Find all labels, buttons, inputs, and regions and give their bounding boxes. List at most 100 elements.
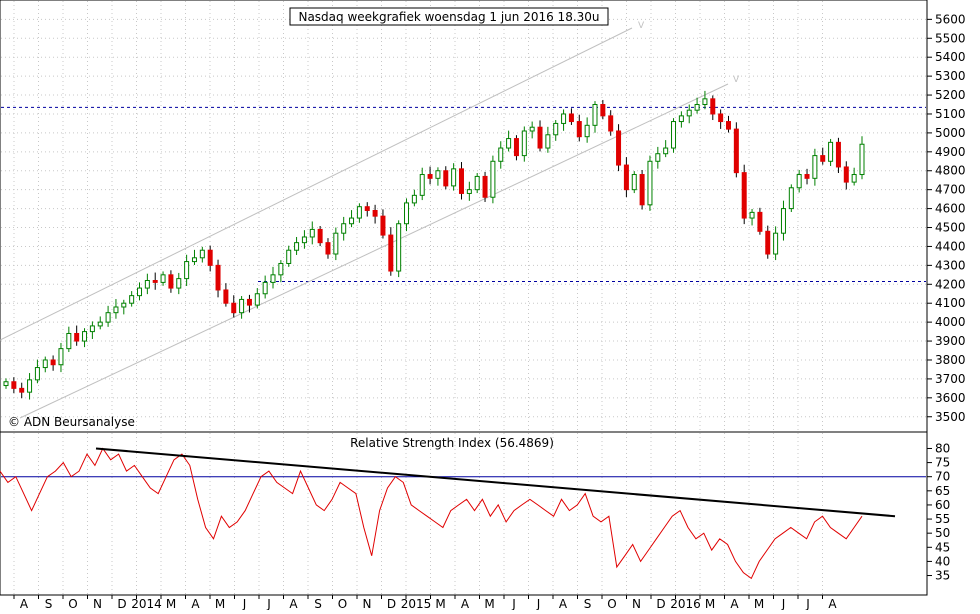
candle-body-up <box>584 124 590 138</box>
candle-body-down <box>458 168 464 194</box>
price-panel-frame <box>0 0 928 433</box>
candle-body-up <box>121 302 127 308</box>
candle-body-up <box>561 113 567 124</box>
rsi-title: Relative Strength Index (56.4869) <box>350 436 554 450</box>
candle-body-up <box>859 143 865 176</box>
candle-body-down <box>765 230 771 255</box>
rsi-y-tick-label: 40 <box>935 554 950 568</box>
x-tick-label: M <box>484 597 494 610</box>
rsi-y-tick-label: 65 <box>935 484 950 498</box>
watermark: © ADN Beursanalyse <box>8 415 135 429</box>
candle-body-down <box>623 164 629 191</box>
candle-body-down <box>152 280 158 283</box>
candle-body-up <box>239 298 245 314</box>
x-tick-label: J <box>242 597 247 610</box>
price-y-tick-label: 5400 <box>935 50 966 64</box>
candle-body-up <box>3 381 9 387</box>
candle-body-up <box>702 98 708 106</box>
price-y-tick-label: 3900 <box>935 334 966 348</box>
candle-body-down <box>74 332 80 342</box>
price-y-tick-label: 5100 <box>935 107 966 121</box>
candle-body-up <box>419 174 425 196</box>
rsi-y-tick-label: 80 <box>935 441 950 455</box>
candle-body-up <box>89 325 95 333</box>
x-tick-label: S <box>584 597 592 610</box>
candle-body-up <box>545 134 551 149</box>
candle-body-up <box>66 332 72 350</box>
candle-body-up <box>780 208 786 234</box>
channel-label-lower: V <box>733 75 740 85</box>
candle-body-down <box>741 172 747 219</box>
x-tick-label: N <box>363 597 372 610</box>
candle-body-up <box>278 262 284 276</box>
rsi-y-tick-label: 45 <box>935 540 950 554</box>
price-y-tick-label: 4200 <box>935 277 966 291</box>
candle-body-up <box>655 153 661 162</box>
price-y-tick-label: 5200 <box>935 88 966 102</box>
candle-body-up <box>749 211 755 219</box>
candle-body-down <box>710 98 716 115</box>
x-tick-label: 2015 <box>401 597 432 610</box>
x-tick-label: A <box>559 597 568 610</box>
candle-body-down <box>215 264 221 291</box>
candle-body-down <box>616 130 622 166</box>
x-tick-label: 2016 <box>670 597 701 610</box>
rsi-y-tick-label: 35 <box>935 569 950 583</box>
channel-upper-line <box>0 27 633 341</box>
candle-body-up <box>82 331 88 342</box>
x-tick-label: D <box>117 597 126 610</box>
candle-body-down <box>608 115 614 132</box>
candle-layer <box>3 90 865 400</box>
x-tick-label: A <box>289 597 298 610</box>
candle-body-up <box>796 174 802 189</box>
candle-body-up <box>34 367 40 381</box>
x-tick-label: O <box>607 597 616 610</box>
rsi-y-tick-label: 60 <box>935 498 950 512</box>
channel-lower-line <box>19 83 729 419</box>
candle-body-up <box>160 274 166 283</box>
candle-body-up <box>42 359 48 369</box>
candle-body-up <box>97 321 103 327</box>
candle-body-up <box>686 109 692 117</box>
y-axis-layer: 3500 3600 3700 3800 3900 4000 4100 4200 4300 4400… <box>927 12 966 583</box>
price-y-tick-label: 3600 <box>935 391 966 405</box>
candle-body-down <box>19 387 25 393</box>
candle-body-down <box>513 138 519 157</box>
candle-body-up <box>286 249 292 264</box>
x-tick-label: M <box>435 597 445 610</box>
chart-title: Nasdaq weekgrafiek woensdag 1 jun 2016 1… <box>298 10 599 24</box>
x-tick-label: M <box>215 597 225 610</box>
x-tick-label: O <box>338 597 347 610</box>
candle-body-up <box>521 130 527 157</box>
candle-body-up <box>333 232 339 255</box>
candle-body-up <box>254 293 260 306</box>
candle-body-down <box>427 174 433 179</box>
candle-body-up <box>411 194 417 204</box>
candle-body-up <box>396 223 402 272</box>
candle-body-up <box>466 189 472 194</box>
candle-body-down <box>246 298 252 306</box>
grid-layer <box>1 1 926 594</box>
price-y-tick-label: 5300 <box>935 69 966 83</box>
candle-body-down <box>820 155 826 162</box>
candle-body-up <box>199 249 205 259</box>
x-tick-label: J <box>805 597 810 610</box>
x-tick-label: J <box>511 597 516 610</box>
candle-body-down <box>835 141 841 168</box>
candle-body-up <box>647 160 653 206</box>
x-tick-label: A <box>20 597 29 610</box>
price-y-tick-label: 5000 <box>935 126 966 140</box>
candle-body-up <box>129 295 135 304</box>
price-y-tick-label: 4900 <box>935 145 966 159</box>
candle-body-down <box>718 113 724 123</box>
rsi-trendline <box>95 447 896 518</box>
chart-title-box <box>289 7 609 26</box>
x-tick-label: N <box>93 597 102 610</box>
price-y-tick-label: 4500 <box>935 221 966 235</box>
candle-body-down <box>443 170 449 187</box>
candle-body-up <box>498 147 504 162</box>
x-tick-label: D <box>387 597 396 610</box>
rsi-y-tick-label: 50 <box>935 526 950 540</box>
candle-body-up <box>113 306 119 314</box>
